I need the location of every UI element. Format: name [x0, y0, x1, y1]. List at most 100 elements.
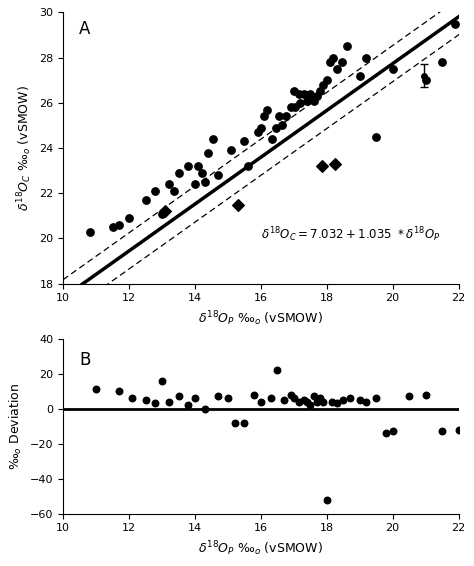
Point: [116, 220, 123, 229]
Point: [260, 112, 268, 121]
Point: [257, 397, 264, 406]
Point: [194, 161, 202, 170]
Point: [316, 87, 324, 96]
Text: $\delta^{18}O_C = 7.032 + 1.035\ *\delta^{18}O_P$: $\delta^{18}O_C = 7.032 + 1.035\ *\delta…: [261, 225, 440, 244]
Point: [162, 207, 169, 216]
Point: [231, 418, 238, 427]
Point: [316, 393, 324, 402]
Point: [328, 397, 336, 406]
Point: [313, 397, 321, 406]
Point: [346, 393, 354, 402]
Point: [422, 76, 429, 85]
Point: [318, 161, 326, 170]
Point: [201, 404, 209, 413]
Y-axis label: $\delta^{18}O_C$ ‰$_o$ (vSMOW): $\delta^{18}O_C$ ‰$_o$ (vSMOW): [15, 85, 34, 211]
Point: [310, 96, 318, 105]
Point: [313, 92, 321, 101]
Point: [405, 392, 413, 401]
Point: [356, 396, 364, 405]
Point: [250, 390, 258, 399]
Point: [333, 399, 340, 408]
Point: [290, 87, 298, 96]
Point: [234, 200, 242, 209]
Point: [241, 137, 248, 146]
Point: [275, 112, 283, 121]
Point: [198, 168, 205, 177]
Point: [319, 80, 327, 89]
Text: A: A: [79, 20, 91, 38]
Point: [438, 58, 446, 67]
Point: [175, 168, 182, 177]
Point: [333, 65, 340, 74]
Point: [310, 392, 318, 401]
Point: [373, 132, 380, 142]
Point: [292, 103, 299, 112]
Point: [389, 427, 396, 436]
Point: [451, 19, 459, 28]
Point: [422, 390, 429, 399]
Point: [269, 135, 276, 144]
Point: [389, 65, 396, 74]
Point: [204, 148, 212, 157]
Point: [214, 392, 222, 401]
Point: [142, 195, 149, 204]
Point: [295, 89, 302, 98]
Point: [307, 401, 314, 410]
Point: [116, 387, 123, 396]
Point: [191, 393, 199, 402]
Point: [287, 103, 294, 112]
Point: [170, 186, 177, 195]
Point: [319, 397, 327, 406]
Point: [214, 170, 222, 179]
Point: [191, 179, 199, 188]
Point: [158, 209, 166, 218]
Point: [254, 128, 261, 137]
Point: [152, 399, 159, 408]
Point: [373, 393, 380, 402]
Point: [109, 222, 117, 231]
Point: [273, 366, 281, 375]
Point: [86, 227, 93, 236]
Point: [300, 89, 308, 98]
Point: [241, 418, 248, 427]
Text: B: B: [79, 351, 91, 369]
Point: [165, 179, 173, 188]
Point: [363, 53, 370, 62]
Point: [297, 98, 304, 108]
Point: [363, 397, 370, 406]
Point: [224, 393, 232, 402]
Point: [257, 123, 264, 132]
Point: [303, 397, 311, 406]
Point: [210, 135, 217, 144]
Point: [343, 42, 350, 51]
Point: [158, 376, 166, 385]
Point: [280, 396, 288, 405]
Point: [338, 58, 346, 67]
Y-axis label: ‰$_o$ Deviation: ‰$_o$ Deviation: [9, 383, 25, 470]
Point: [356, 71, 364, 80]
Point: [244, 161, 252, 170]
Point: [165, 397, 173, 406]
Point: [329, 53, 337, 62]
Point: [382, 428, 390, 438]
Point: [323, 76, 330, 85]
Point: [175, 392, 182, 401]
Point: [279, 121, 286, 130]
Point: [295, 397, 302, 406]
Point: [272, 123, 280, 132]
Point: [307, 89, 314, 98]
Point: [201, 177, 209, 186]
Point: [142, 396, 149, 405]
Point: [303, 96, 311, 105]
Point: [300, 396, 308, 405]
Point: [339, 396, 347, 405]
X-axis label: $\delta^{18}O_P$ ‰$_o$ (vSMOW): $\delta^{18}O_P$ ‰$_o$ (vSMOW): [199, 309, 323, 328]
Point: [282, 112, 289, 121]
Point: [331, 159, 339, 168]
Point: [184, 161, 192, 170]
Point: [326, 58, 334, 67]
Point: [125, 213, 133, 222]
Point: [267, 393, 274, 402]
Point: [323, 495, 330, 504]
Point: [438, 427, 446, 436]
